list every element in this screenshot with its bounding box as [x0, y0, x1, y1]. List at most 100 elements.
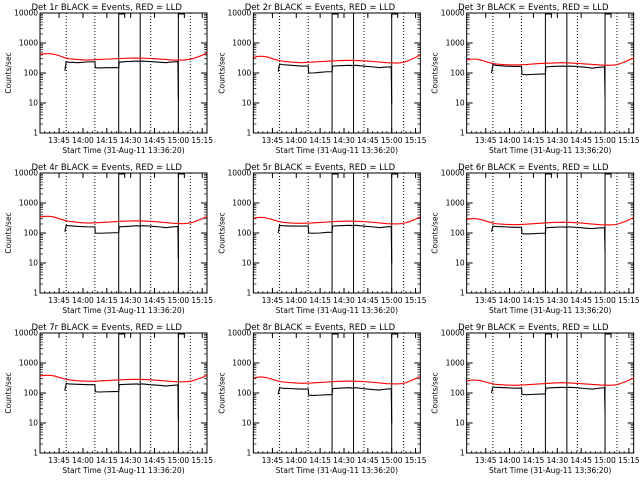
y-tick-label: 1000: [232, 199, 251, 208]
plot-frame: [466, 172, 635, 294]
panel-title: Det 6r BLACK = Events, RED = LLD: [458, 163, 609, 173]
marker-flag: [391, 13, 399, 18]
y-tick-label: 1: [33, 449, 38, 458]
x-tick-label: 14:30: [547, 456, 569, 465]
panel-title: Det 8r BLACK = Events, RED = LLD: [245, 323, 396, 333]
x-tick-label: 15:00: [381, 136, 403, 145]
y-tick-label: 10: [455, 259, 465, 268]
marker-flag: [391, 333, 399, 338]
y-tick-label: 100: [237, 229, 252, 238]
x-tick-label: 15:15: [191, 456, 213, 465]
panel-title: Det 5r BLACK = Events, RED = LLD: [245, 163, 396, 173]
y-tick-label: 1: [460, 129, 465, 138]
x-tick-label: 14:45: [357, 296, 379, 305]
y-tick-label: 10000: [441, 169, 465, 178]
y-tick-label: 10: [455, 99, 465, 108]
events-series-line: [277, 387, 393, 424]
x-tick-label: 13:45: [475, 296, 497, 305]
y-tick-label: 10: [28, 419, 38, 428]
y-tick-label: 10: [455, 419, 465, 428]
marker-flag: [391, 173, 399, 178]
lld-series-line: [466, 377, 634, 386]
y-tick-label: 1: [460, 449, 465, 458]
y-tick-label: 100: [450, 69, 465, 78]
x-tick-label: 14:45: [144, 456, 166, 465]
x-tick-label: 14:00: [72, 296, 94, 305]
x-tick-label: 15:00: [594, 296, 616, 305]
events-series-line: [64, 60, 179, 100]
plot-frame: [39, 332, 208, 454]
x-tick-label: 15:15: [405, 296, 427, 305]
x-tick-label: 13:45: [48, 296, 70, 305]
lld-series-line: [253, 54, 421, 64]
y-tick-label: 1: [247, 449, 252, 458]
y-axis-label: Counts/sec: [431, 212, 440, 253]
x-tick-label: 15:00: [168, 296, 190, 305]
marker-flag: [332, 173, 339, 178]
panel-title: Det 4r BLACK = Events, RED = LLD: [31, 163, 182, 173]
x-tick-label: 13:45: [475, 136, 497, 145]
x-axis-label: Start Time (31-Aug-11 13:36:20): [489, 146, 611, 155]
events-series-line: [490, 63, 606, 98]
lld-series-line: [466, 216, 634, 226]
marker-flag: [178, 13, 185, 18]
x-axis-label: Start Time (31-Aug-11 13:36:20): [62, 146, 184, 155]
marker-flag: [545, 173, 552, 178]
y-axis-label: Counts/sec: [217, 52, 226, 93]
x-tick-label: 15:15: [618, 296, 640, 305]
x-tick-label: 15:00: [168, 456, 190, 465]
x-tick-label: 14:15: [523, 136, 545, 145]
y-tick-label: 1000: [446, 359, 465, 368]
marker-flag: [545, 333, 552, 338]
plot-frame: [252, 12, 421, 134]
x-tick-label: 14:15: [96, 456, 118, 465]
x-tick-label: 13:45: [262, 456, 284, 465]
y-tick-label: 10000: [227, 169, 251, 178]
x-axis-label: Start Time (31-Aug-11 13:36:20): [489, 466, 611, 475]
x-tick-label: 15:00: [381, 296, 403, 305]
y-tick-label: 1000: [232, 39, 251, 48]
lld-series-line: [253, 216, 421, 225]
x-tick-label: 15:15: [405, 456, 427, 465]
x-tick-label: 15:00: [594, 136, 616, 145]
x-tick-label: 14:45: [570, 456, 592, 465]
y-tick-label: 1000: [19, 199, 38, 208]
x-tick-label: 14:00: [499, 456, 521, 465]
y-tick-label: 10000: [227, 329, 251, 338]
x-tick-label: 15:00: [594, 456, 616, 465]
y-tick-label: 10000: [227, 9, 251, 18]
x-tick-label: 14:15: [96, 296, 118, 305]
y-tick-label: 1: [247, 129, 252, 138]
x-tick-label: 14:30: [333, 136, 355, 145]
events-series-line: [277, 63, 393, 105]
y-tick-label: 100: [450, 229, 465, 238]
x-axis-label: Start Time (31-Aug-11 13:36:20): [62, 466, 184, 475]
events-series-line: [277, 224, 393, 264]
x-tick-label: 15:00: [168, 136, 190, 145]
detector-panel: Det 8r BLACK = Events, RED = LLD 1 10 100 10…: [217, 323, 426, 475]
y-axis-label: Counts/sec: [217, 372, 226, 413]
x-tick-label: 13:45: [475, 456, 497, 465]
panel-title: Det 3r BLACK = Events, RED = LLD: [458, 3, 609, 13]
y-axis-label: Counts/sec: [4, 212, 13, 253]
y-tick-label: 10000: [441, 9, 465, 18]
y-tick-label: 100: [237, 389, 252, 398]
x-tick-label: 14:15: [309, 136, 331, 145]
y-tick-label: 1000: [446, 199, 465, 208]
plot-frame: [39, 12, 208, 134]
y-tick-label: 10000: [14, 329, 38, 338]
y-tick-label: 10: [28, 259, 38, 268]
x-tick-label: 15:15: [191, 136, 213, 145]
x-tick-label: 15:15: [618, 456, 640, 465]
x-tick-label: 13:45: [48, 456, 70, 465]
y-tick-label: 10000: [14, 169, 38, 178]
panel-title: Det 2r BLACK = Events, RED = LLD: [245, 3, 396, 13]
marker-flag: [545, 13, 552, 18]
x-tick-label: 14:45: [144, 136, 166, 145]
x-tick-label: 14:00: [72, 136, 94, 145]
marker-flag: [605, 173, 612, 178]
lld-series-line: [39, 374, 208, 383]
x-tick-label: 14:15: [523, 456, 545, 465]
detector-panel: Det 7r BLACK = Events, RED = LLD 1 10 100 10…: [4, 323, 213, 475]
